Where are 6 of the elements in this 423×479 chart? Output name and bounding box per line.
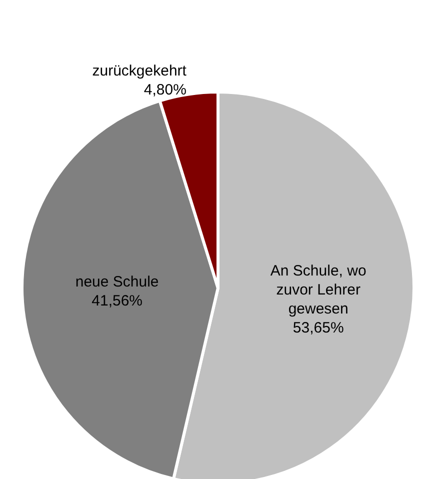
- data-label: 4,80%: [144, 81, 186, 98]
- data-label: 53,65%: [292, 320, 344, 337]
- slice-label: neue Schule: [75, 274, 159, 291]
- data-label: 41,56%: [92, 292, 143, 310]
- slice-label: zurückgekehrt: [92, 62, 188, 80]
- slice-label: An Schule, wo zuvor Lehrer gewesen: [270, 262, 366, 318]
